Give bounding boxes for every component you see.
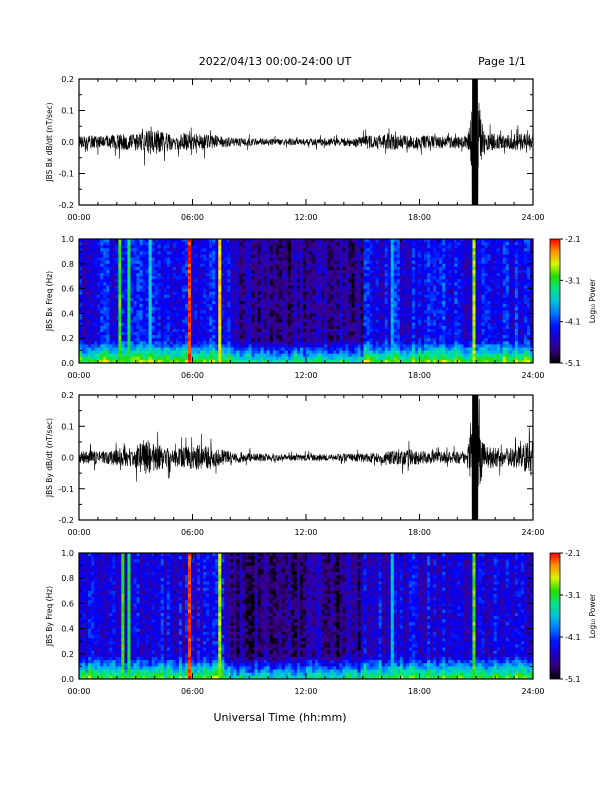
y-tick-label: 1.0 xyxy=(61,549,74,558)
plot-frame xyxy=(78,552,534,680)
spectrogram-image xyxy=(79,553,534,680)
x-tick-label: 06:00 xyxy=(181,687,204,696)
x-tick-label: 18:00 xyxy=(408,213,431,222)
by-spectrogram-panel: -2.1 -3.1 -4.1 -5.1 Log₁₀ Power 00:00 06:00 12:… xyxy=(45,549,597,696)
y-tick-label: 0.2 xyxy=(61,75,74,84)
x-tick-label: 12:00 xyxy=(294,687,317,696)
colorbar-tick-label: -4.1 xyxy=(565,318,581,327)
colorbar xyxy=(549,238,561,364)
colorbar-tick-label: -3.1 xyxy=(565,276,581,285)
y-axis-label: JBS Bx dB/dt (nT/sec) xyxy=(45,102,54,182)
colorbar-tick-label: -3.1 xyxy=(565,591,581,600)
x-tick-label: 12:00 xyxy=(294,213,317,222)
y-tick-label: 0.0 xyxy=(61,454,74,463)
x-axis-title: Universal Time (hh:mm) xyxy=(214,711,347,724)
y-tick-label: 0.0 xyxy=(61,675,74,684)
y-tick-label: 0.6 xyxy=(61,599,74,608)
x-tick-label: 24:00 xyxy=(521,687,544,696)
plot-frame xyxy=(78,78,534,206)
y-tick-label: -0.2 xyxy=(58,201,74,210)
x-tick-label: 06:00 xyxy=(181,528,204,537)
colorbar-tick-label: -2.1 xyxy=(565,235,581,244)
colorbar-label: Log₁₀ Power xyxy=(588,278,597,323)
y-axis-label: JBS Bx Freq (Hz) xyxy=(45,271,54,332)
plot-frame xyxy=(78,394,534,521)
y-tick-label: -0.2 xyxy=(58,516,74,525)
y-tick-label: 0.0 xyxy=(61,359,74,368)
by-dbdt-panel: 00:00 06:00 12:00 18:00 24:00 0.2 0.1 0.0 -0.1 -0… xyxy=(45,391,545,537)
bx-spectrogram-panel: -2.1 -3.1 -4.1 -5.1 Log₁₀ Power 00:00 06:00 12:… xyxy=(45,235,597,380)
page-indicator: Page 1/1 xyxy=(478,55,526,68)
colorbar-tick-label: -5.1 xyxy=(565,675,581,684)
y-tick-label: 0.1 xyxy=(61,422,74,431)
y-tick-label: 0.4 xyxy=(61,309,74,318)
colorbar-label: Log₁₀ Power xyxy=(588,593,597,638)
x-tick-label: 12:00 xyxy=(294,528,317,537)
dbdt-series-line xyxy=(79,395,533,520)
colorbar-tick-label: -5.1 xyxy=(565,359,581,368)
spectrogram-image xyxy=(79,239,534,364)
bx-dbdt-panel: 00:00 06:00 12:00 18:00 24:00 0.2 0.1 0.0 -0.1 -0… xyxy=(45,75,545,222)
y-axis-label: JBS By Freq (Hz) xyxy=(45,586,54,647)
x-tick-label: 12:00 xyxy=(294,371,317,380)
x-tick-label: 06:00 xyxy=(181,371,204,380)
y-tick-label: 0.2 xyxy=(61,334,74,343)
x-tick-label: 18:00 xyxy=(408,687,431,696)
y-tick-label: 0.8 xyxy=(61,574,74,583)
plot-frame xyxy=(78,238,534,364)
y-tick-label: -0.1 xyxy=(58,485,74,494)
colorbar-tick-label: -4.1 xyxy=(565,633,581,642)
x-tick-label: 18:00 xyxy=(408,528,431,537)
x-tick-label: 24:00 xyxy=(521,213,544,222)
x-tick-label: 00:00 xyxy=(67,371,90,380)
x-tick-label: 24:00 xyxy=(521,371,544,380)
x-tick-label: 00:00 xyxy=(67,528,90,537)
y-tick-label: 0.8 xyxy=(61,260,74,269)
y-tick-label: 0.1 xyxy=(61,107,74,116)
y-tick-label: -0.1 xyxy=(58,170,74,179)
x-tick-label: 18:00 xyxy=(408,371,431,380)
y-tick-label: 1.0 xyxy=(61,235,74,244)
x-tick-label: 24:00 xyxy=(521,528,544,537)
y-axis-label: JBS By dB/dt (nT/sec) xyxy=(45,418,54,498)
x-tick-label: 06:00 xyxy=(181,213,204,222)
y-tick-label: 0.0 xyxy=(61,138,74,147)
y-tick-label: 0.6 xyxy=(61,285,74,294)
x-tick-label: 00:00 xyxy=(67,213,90,222)
y-tick-label: 0.2 xyxy=(61,391,74,400)
y-tick-label: 0.2 xyxy=(61,650,74,659)
x-tick-label: 00:00 xyxy=(67,687,90,696)
y-tick-label: 0.4 xyxy=(61,625,74,634)
dbdt-series-line xyxy=(79,79,533,205)
colorbar-tick-label: -2.1 xyxy=(565,549,581,558)
figure-title: 2022/04/13 00:00-24:00 UT xyxy=(199,55,352,68)
colorbar xyxy=(549,552,561,680)
